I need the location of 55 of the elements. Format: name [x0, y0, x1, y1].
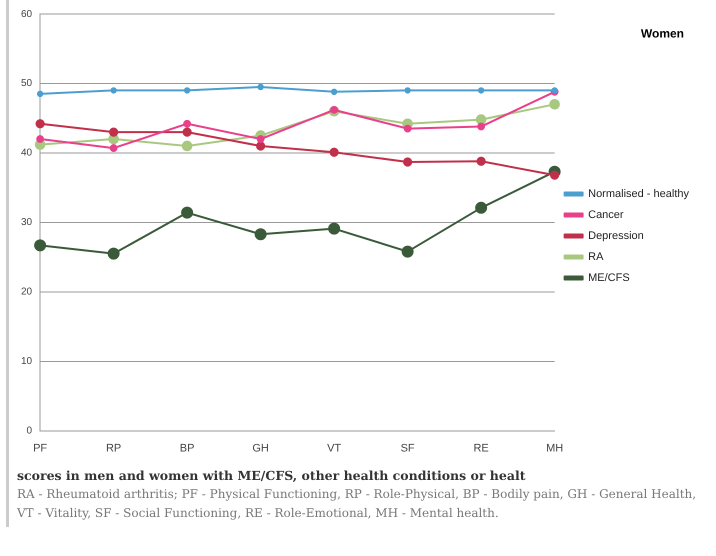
legend-label: Normalised - healthy	[588, 188, 690, 200]
text: RA - Rheumatoid arthritis; PF - Physical Functioning, RP - Role-Physical, BP - Bodily pain, GH - General Health, VT - Vitality, SF - Social Functioning, RE - Role-Emotional, MH - Mental health.	[17, 486, 698, 522]
point	[256, 141, 266, 151]
point	[404, 124, 412, 133]
y-tick-label: 40	[21, 148, 33, 159]
point	[476, 156, 486, 166]
point	[257, 84, 264, 90]
point	[36, 90, 44, 98]
x-tick-label: BP	[180, 442, 194, 454]
point	[181, 206, 194, 219]
point	[330, 148, 339, 157]
point	[110, 87, 117, 94]
point	[550, 170, 560, 180]
point	[254, 228, 267, 240]
x-tick-label: VT	[327, 442, 342, 454]
text: scores in men and women with ME/CFS, other health conditions or healt	[17, 467, 526, 485]
x-tick-label: MH	[546, 442, 564, 454]
point	[330, 88, 338, 96]
legend-label: RA	[588, 251, 604, 264]
point	[328, 222, 340, 235]
point	[108, 248, 120, 260]
point	[110, 144, 118, 152]
x-tick-label: GH	[252, 442, 269, 454]
point	[403, 157, 412, 167]
y-tick-label: 20	[21, 286, 33, 298]
y-tick-label: 50	[21, 78, 33, 90]
point	[402, 246, 414, 258]
point	[549, 99, 560, 110]
point	[184, 87, 190, 94]
legend-label: Cancer	[588, 209, 624, 222]
point	[109, 127, 118, 137]
x-tick-label: SF	[400, 442, 415, 454]
legend-label: ME/CFS	[588, 272, 630, 284]
point	[477, 122, 486, 130]
point	[478, 87, 484, 94]
x-tick-label: RP	[106, 442, 122, 454]
point	[330, 106, 338, 114]
point	[475, 202, 488, 214]
point	[476, 114, 486, 125]
text: Women	[640, 26, 684, 40]
x-tick-label: RE	[473, 442, 489, 454]
point	[36, 135, 44, 143]
point	[256, 135, 265, 143]
x-tick-label: PF	[33, 442, 48, 454]
point	[183, 120, 192, 128]
point	[404, 87, 411, 94]
legend-label: Depression	[588, 230, 644, 242]
point	[36, 119, 45, 128]
point	[34, 239, 46, 252]
y-tick-label: 60	[21, 8, 33, 20]
y-tick-label: 0	[26, 426, 33, 437]
y-tick-label: 10	[21, 356, 33, 368]
point	[182, 127, 192, 137]
point	[182, 140, 192, 152]
y-tick-label: 30	[21, 217, 33, 228]
